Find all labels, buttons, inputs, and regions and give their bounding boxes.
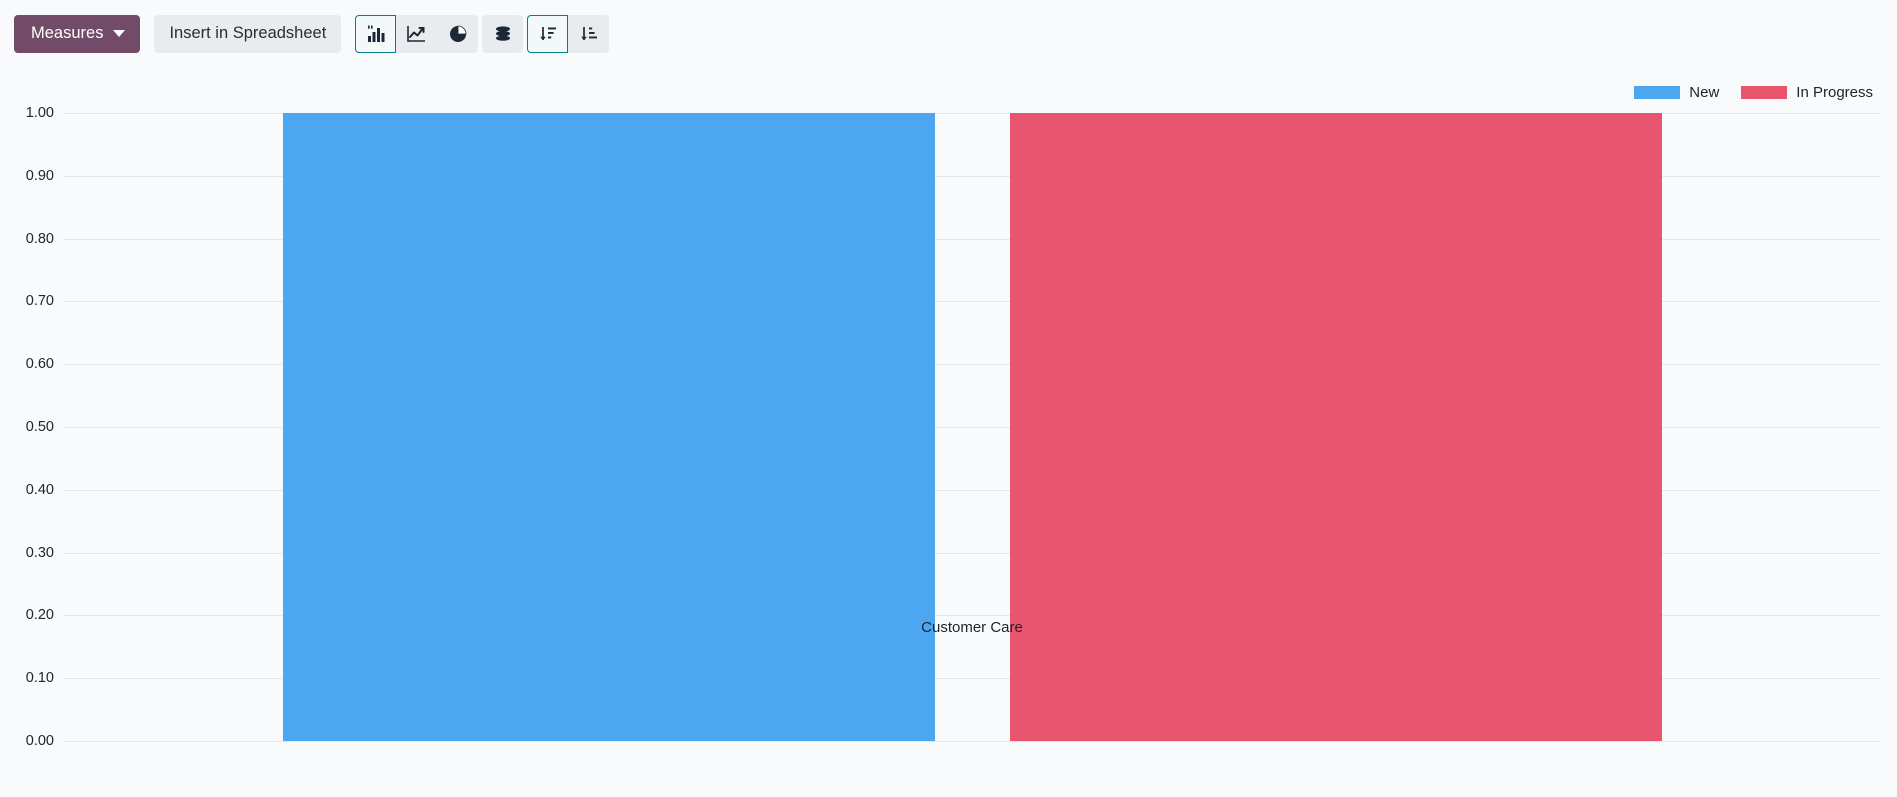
chart-bar[interactable] bbox=[282, 113, 935, 741]
chart-container: New In Progress 0.00 0.10 0.20 0.30 0.40 0.50 0… bbox=[0, 67, 1897, 797]
insert-in-spreadsheet-button[interactable]: Insert in Spreadsheet bbox=[154, 14, 342, 53]
insert-in-spreadsheet-label: Insert in Spreadsheet bbox=[169, 24, 327, 42]
y-axis-tick-label: 0.70 bbox=[25, 293, 54, 310]
y-axis-tick-label: 0.30 bbox=[25, 544, 54, 561]
y-axis-tick-label: 0.10 bbox=[25, 669, 54, 686]
y-axis-tick-label: 0.20 bbox=[25, 607, 54, 624]
measures-button[interactable]: Measures bbox=[14, 14, 141, 53]
y-gridline bbox=[64, 615, 1880, 617]
y-gridline bbox=[64, 301, 1880, 303]
line-chart-icon-button[interactable] bbox=[396, 14, 438, 53]
sort-ascending-icon-button[interactable] bbox=[568, 14, 610, 53]
y-gridline bbox=[64, 113, 1880, 114]
legend-item[interactable]: In Progress bbox=[1741, 85, 1873, 100]
x-axis-tick-label: Customer Care bbox=[921, 619, 1023, 636]
y-gridline bbox=[64, 175, 1880, 177]
sort-descending-icon-button[interactable] bbox=[527, 14, 569, 53]
y-axis-tick-label: 1.00 bbox=[25, 104, 54, 121]
chevron-down-icon bbox=[113, 30, 126, 37]
y-gridline bbox=[64, 427, 1880, 428]
chart-type-group bbox=[355, 14, 479, 53]
sort-ascending-icon bbox=[579, 24, 599, 44]
chart-plot-area: 0.00 0.10 0.20 0.30 0.40 0.50 0.60 0.70 0.80 0.90… bbox=[0, 67, 1897, 797]
y-gridline bbox=[64, 238, 1880, 240]
y-gridline bbox=[64, 364, 1880, 366]
measures-button-label: Measures bbox=[31, 24, 104, 43]
bar-chart-icon bbox=[366, 24, 386, 44]
control-panel: Measures Insert in Spreadsheet bbox=[0, 0, 1897, 67]
bar-chart-icon-button[interactable] bbox=[355, 14, 397, 53]
stacked-icon-button[interactable] bbox=[482, 14, 524, 53]
y-axis-tick-label: 0.80 bbox=[25, 230, 54, 247]
chart-mode-group bbox=[482, 14, 524, 53]
chart-toolbar-icon-groups bbox=[355, 14, 610, 53]
chart-bar[interactable] bbox=[1009, 113, 1662, 741]
line-chart-icon bbox=[406, 23, 427, 44]
y-gridline bbox=[64, 489, 1880, 491]
y-axis-tick-label: 0.50 bbox=[25, 418, 54, 435]
y-axis-tick-label: 0.00 bbox=[25, 732, 54, 749]
y-axis-tick-label: 0.90 bbox=[25, 167, 54, 184]
chart-legend: New In Progress bbox=[1634, 85, 1873, 100]
y-gridline bbox=[64, 552, 1880, 554]
sort-descending-icon bbox=[538, 24, 558, 44]
pie-chart-icon bbox=[448, 24, 468, 44]
stacked-icon bbox=[493, 24, 513, 44]
y-gridline bbox=[64, 741, 1880, 742]
legend-item[interactable]: New bbox=[1634, 85, 1719, 100]
y-gridline bbox=[64, 678, 1880, 680]
legend-label: New bbox=[1689, 84, 1720, 101]
legend-color-swatch bbox=[1634, 86, 1681, 99]
y-axis-tick-label: 0.60 bbox=[25, 355, 54, 372]
legend-color-swatch bbox=[1741, 86, 1788, 99]
legend-label: In Progress bbox=[1796, 84, 1873, 101]
pie-chart-icon-button[interactable] bbox=[437, 14, 479, 53]
y-axis-tick-label: 0.40 bbox=[25, 481, 54, 498]
sort-group bbox=[527, 14, 610, 53]
